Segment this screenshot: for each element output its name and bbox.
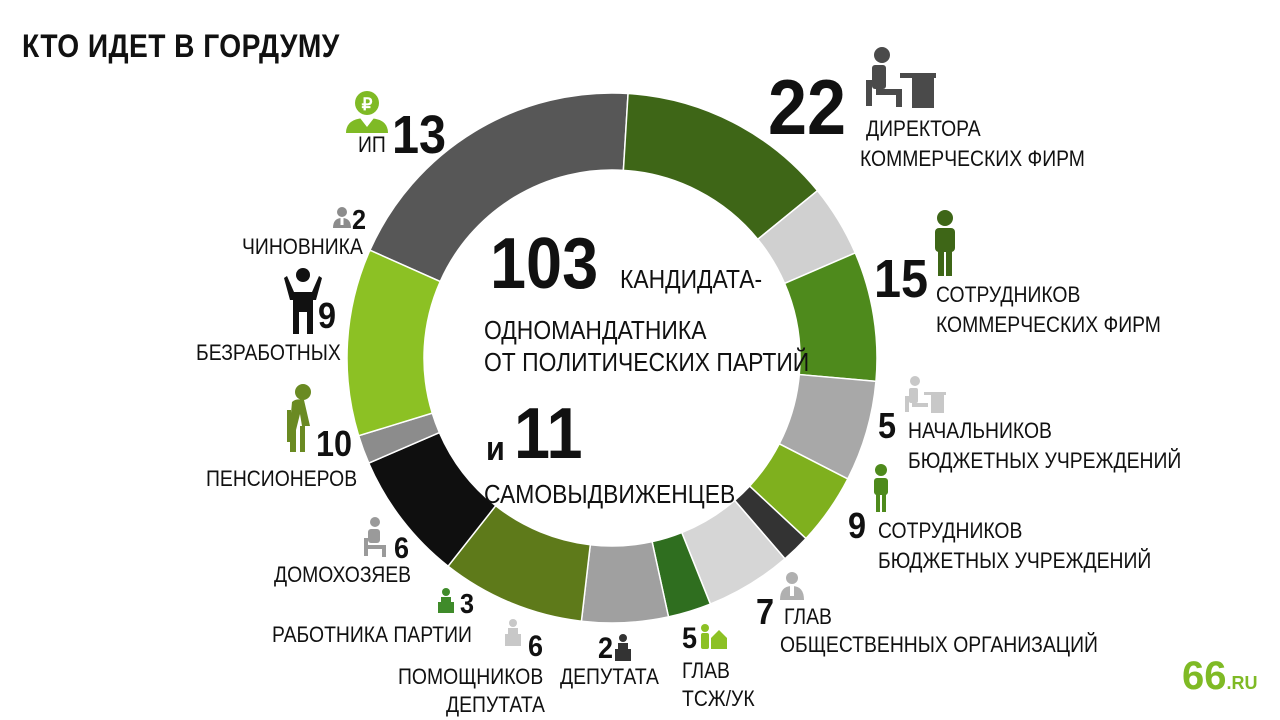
data-label-entrepreneurs-value: 13 <box>392 105 447 165</box>
data-label-directors-line1: ДИРЕКТОРА <box>866 116 981 141</box>
data-label-budget-heads-value: 5 <box>878 405 897 446</box>
center-line-3: ОТ ПОЛИТИЧЕСКИХ ПАРТИЙ <box>484 347 810 377</box>
data-label-pensioners-line1: ПЕНСИОНЕРОВ <box>206 466 358 491</box>
center-self-number: 11 <box>514 394 583 474</box>
data-label-commercial-staff-line2: КОММЕРЧЕСКИХ ФИРМ <box>936 312 1161 337</box>
data-label-unemployed-line1: БЕЗРАБОТНЫХ <box>196 340 341 365</box>
svg-text:₽: ₽ <box>362 95 373 114</box>
data-label-party-workers-value: 3 <box>460 588 475 619</box>
office-worker-desk-icon <box>866 47 936 108</box>
ruble-person-icon: ₽ <box>346 91 388 133</box>
page-title: КТО ИДЕТ В ГОРДУМУ <box>22 28 340 64</box>
podium-icon <box>505 619 521 646</box>
data-label-housewives-value: 6 <box>394 532 410 565</box>
office-worker-desk-icon <box>905 376 946 413</box>
donut-ring <box>346 92 878 624</box>
data-label-deputies-value: 2 <box>598 632 614 665</box>
center-line-2: ОДНОМАНДАТНИКА <box>484 315 707 345</box>
donut-segment <box>580 540 670 624</box>
center-self-label: САМОВЫДВИЖЕНЦЕВ <box>484 479 736 509</box>
data-label-commercial-staff-line1: СОТРУДНИКОВ <box>936 282 1081 307</box>
person-icon <box>935 210 955 276</box>
data-label-budget-staff-value: 9 <box>848 505 867 546</box>
center-total-label: КАНДИДАТА- <box>620 264 763 294</box>
podium-icon <box>438 588 454 613</box>
data-label-officials-line1: ЧИНОВНИКА <box>242 234 363 259</box>
elderly-cane-icon <box>287 384 311 452</box>
podium-icon <box>615 634 631 661</box>
data-label-hoa-heads-value: 5 <box>682 622 698 655</box>
data-label-assistants-line1: ПОМОЩНИКОВ <box>398 664 544 689</box>
data-label-officials-value: 2 <box>352 204 367 235</box>
data-label-public-orgs-value: 7 <box>756 591 775 632</box>
data-label-budget-staff-line2: БЮДЖЕТНЫХ УЧРЕЖДЕНИЙ <box>878 548 1152 573</box>
logo-suffix: .RU <box>1226 673 1258 693</box>
data-label-assistants-value: 6 <box>528 630 544 663</box>
data-label-budget-heads-line1: НАЧАЛЬНИКОВ <box>908 418 1052 443</box>
data-label-unemployed-value: 9 <box>318 295 337 336</box>
shrug-person-icon <box>284 268 322 334</box>
data-label-directors-value: 22 <box>768 63 847 151</box>
donut-segment <box>346 249 442 437</box>
site-logo[interactable]: 66.RU <box>1182 656 1258 696</box>
data-label-housewives-line1: ДОМОХОЗЯЕВ <box>274 562 412 587</box>
center-and: и <box>486 430 505 468</box>
data-label-deputies-line1: ДЕПУТАТА <box>560 664 659 689</box>
data-label-assistants-line2: ДЕПУТАТА <box>446 692 545 717</box>
data-label-hoa-heads-line2: ТСЖ/УК <box>682 686 755 711</box>
person-chair-icon <box>364 517 386 557</box>
data-label-pensioners-value: 10 <box>316 423 353 464</box>
person-tie-icon <box>333 207 351 228</box>
person-house-icon <box>701 624 727 649</box>
data-label-directors-line2: КОММЕРЧЕСКИХ ФИРМ <box>860 146 1085 171</box>
center-total-number: 103 <box>490 224 599 304</box>
data-label-public-orgs-line2: ОБЩЕСТВЕННЫХ ОРГАНИЗАЦИЙ <box>780 632 1098 657</box>
person-tie-icon <box>780 572 804 600</box>
data-label-commercial-staff-value: 15 <box>874 249 929 309</box>
data-label-budget-heads-line2: БЮДЖЕТНЫХ УЧРЕЖДЕНИЙ <box>908 448 1182 473</box>
data-label-budget-staff-line1: СОТРУДНИКОВ <box>878 518 1023 543</box>
person-icon <box>874 464 888 512</box>
data-label-party-workers-line1: РАБОТНИКА ПАРТИИ <box>272 622 472 647</box>
data-label-entrepreneurs-line1: ИП <box>358 132 386 157</box>
logo-main: 66 <box>1182 654 1227 698</box>
data-label-hoa-heads-line1: ГЛАВ <box>682 658 730 683</box>
data-label-public-orgs-line1: ГЛАВ <box>784 604 832 629</box>
